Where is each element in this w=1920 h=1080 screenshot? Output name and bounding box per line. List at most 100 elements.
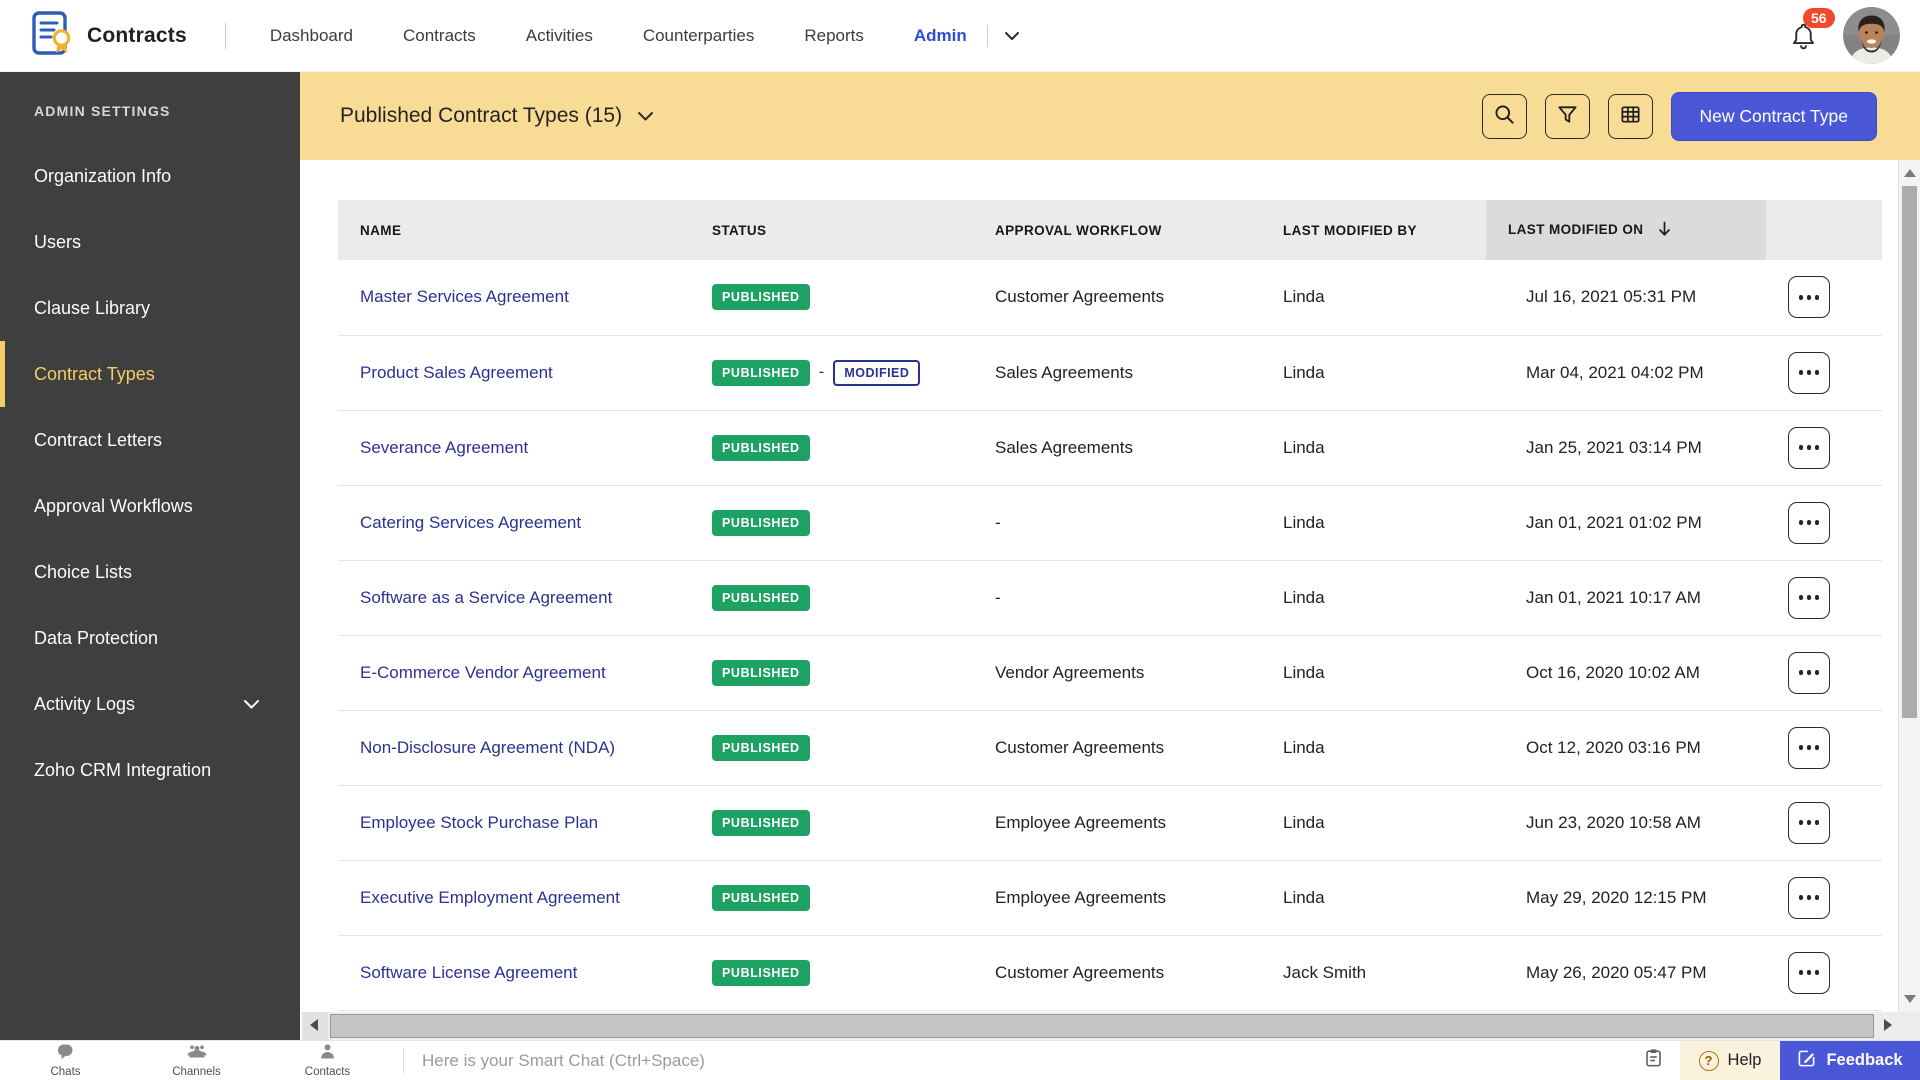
row-actions-button[interactable] — [1788, 501, 1830, 544]
column-header-status[interactable]: STATUS — [690, 200, 973, 260]
contract-type-link[interactable]: Severance Agreement — [360, 437, 529, 457]
row-actions-button[interactable] — [1788, 651, 1830, 694]
row-actions-button[interactable] — [1788, 276, 1830, 319]
contract-type-link[interactable]: Master Services Agreement — [360, 287, 569, 307]
admin-chevron-down-icon[interactable] — [1004, 31, 1020, 41]
row-actions-button[interactable] — [1788, 426, 1830, 469]
sidebar-item-data-protection[interactable]: Data Protection — [34, 627, 159, 648]
view-selector[interactable]: Published Contract Types (15) — [340, 104, 654, 128]
chat-bubble-icon — [56, 1043, 75, 1065]
scroll-right-button[interactable] — [1876, 1012, 1900, 1040]
nav-item-counterparties[interactable]: Counterparties — [642, 25, 755, 45]
contract-type-link[interactable]: Software License Agreement — [360, 962, 578, 982]
contract-type-link[interactable]: Software as a Service Agreement — [360, 587, 613, 607]
top-nav: Dashboard Contracts Activities Counterparti… — [270, 26, 967, 46]
column-header-approval-workflow[interactable]: APPROVAL WORKFLOW — [973, 200, 1261, 260]
column-header-last-modified-by[interactable]: LAST MODIFIED BY — [1261, 200, 1486, 260]
approval-workflow-cell: Employee Agreements — [973, 785, 1261, 861]
sidebar-item-contract-types[interactable]: Contract Types — [0, 341, 300, 407]
chats-button[interactable]: Chats — [0, 1041, 131, 1080]
contract-types-table: NAME STATUS APPROVAL WORKFLOW LAST MODIF… — [338, 200, 1882, 1011]
sidebar-item-organization-info[interactable]: Organization Info — [34, 165, 172, 186]
scroll-left-arrow-icon — [310, 1019, 318, 1031]
clipboard-button[interactable] — [1626, 1041, 1680, 1080]
contract-type-link[interactable]: Catering Services Agreement — [360, 512, 582, 532]
modified-chip: MODIFIED — [833, 359, 921, 386]
row-actions-button[interactable] — [1788, 876, 1830, 919]
scroll-left-button[interactable] — [302, 1012, 328, 1040]
approval-workflow-cell: Sales Agreements — [973, 335, 1261, 411]
contacts-button[interactable]: Contacts — [262, 1041, 393, 1080]
topbar: Contracts Dashboard Contracts Activities Co… — [0, 0, 1920, 72]
feedback-pen-icon — [1797, 1049, 1816, 1073]
admin-sidebar: ADMIN SETTINGS Organization Info Users C… — [0, 72, 300, 1040]
contract-type-link[interactable]: Product Sales Agreement — [360, 362, 553, 382]
scroll-down-arrow-icon[interactable] — [1904, 995, 1916, 1003]
page-title: Published Contract Types (15) — [340, 104, 623, 127]
sidebar-item-clause-library[interactable]: Clause Library — [34, 297, 151, 318]
row-actions-button[interactable] — [1788, 801, 1830, 844]
nav-item-admin[interactable]: Admin — [913, 25, 967, 45]
last-modified-by-cell: Linda — [1261, 410, 1486, 486]
column-header-name[interactable]: NAME — [338, 200, 690, 260]
approval-workflow-cell: Customer Agreements — [973, 710, 1261, 786]
sidebar-item-activity-logs[interactable]: Activity Logs — [0, 671, 300, 737]
contract-type-link[interactable]: Non-Disclosure Agreement (NDA) — [360, 737, 616, 757]
horizontal-scrollbar[interactable] — [302, 1012, 1920, 1040]
last-modified-on-cell: Jan 01, 2021 10:17 AM — [1486, 560, 1766, 636]
smart-chat-input[interactable]: Here is your Smart Chat (Ctrl+Space) — [422, 1050, 705, 1070]
contract-type-link[interactable]: Employee Stock Purchase Plan — [360, 812, 599, 832]
notifications-button[interactable]: 56 — [1790, 7, 1835, 56]
scroll-right-arrow-icon — [1884, 1019, 1892, 1031]
scroll-up-arrow-icon[interactable] — [1904, 169, 1916, 177]
approval-workflow-cell: Customer Agreements — [973, 260, 1261, 336]
status-badge: PUBLISHED — [712, 659, 810, 686]
feedback-button[interactable]: Feedback — [1780, 1041, 1920, 1080]
last-modified-by-cell: Linda — [1261, 785, 1486, 861]
column-header-last-modified-on[interactable]: LAST MODIFIED ON — [1486, 200, 1766, 260]
status-badge: PUBLISHED — [712, 959, 810, 986]
table-row: E-Commerce Vendor Agreement PUBLISHED Ve… — [338, 635, 1882, 711]
sidebar-item-users[interactable]: Users — [34, 231, 82, 252]
sidebar-item-zoho-crm-integration[interactable]: Zoho CRM Integration — [34, 759, 212, 780]
help-button[interactable]: ? Help — [1680, 1041, 1780, 1080]
sidebar-item-contract-letters[interactable]: Contract Letters — [34, 429, 163, 450]
row-actions-button[interactable] — [1788, 351, 1830, 394]
horizontal-scrollbar-thumb[interactable] — [330, 1014, 1874, 1038]
nav-item-contracts[interactable]: Contracts — [403, 25, 476, 45]
contract-type-link[interactable]: E-Commerce Vendor Agreement — [360, 662, 606, 682]
people-group-icon — [187, 1043, 207, 1065]
sort-desc-icon — [1658, 221, 1671, 240]
nav-item-reports[interactable]: Reports — [804, 25, 864, 45]
last-modified-on-cell: Jan 01, 2021 01:02 PM — [1486, 485, 1766, 561]
contract-type-link[interactable]: Executive Employment Agreement — [360, 887, 620, 907]
sidebar-item-choice-lists[interactable]: Choice Lists — [34, 561, 133, 582]
toolbar: New Contract Type — [1481, 91, 1877, 141]
status-badge: PUBLISHED — [712, 734, 810, 761]
sidebar-items: Organization Info Users Clause Library C… — [0, 143, 300, 803]
table-view-button[interactable] — [1607, 93, 1653, 139]
user-avatar[interactable] — [1843, 7, 1900, 64]
person-icon — [319, 1043, 336, 1065]
row-actions-button[interactable] — [1788, 951, 1830, 994]
last-modified-by-cell: Linda — [1261, 335, 1486, 411]
last-modified-by-cell: Jack Smith — [1261, 935, 1486, 1011]
filter-button[interactable] — [1544, 93, 1590, 139]
vertical-scrollbar-thumb[interactable] — [1902, 186, 1917, 718]
row-actions-button[interactable] — [1788, 726, 1830, 769]
main-content: Published Contract Types (15) Ne — [300, 72, 1920, 1040]
channels-button[interactable]: Channels — [131, 1041, 262, 1080]
search-button[interactable] — [1481, 93, 1527, 139]
row-actions-button[interactable] — [1788, 576, 1830, 619]
new-contract-type-button[interactable]: New Contract Type — [1670, 91, 1877, 141]
table-row: Software License Agreement PUBLISHED Cus… — [338, 935, 1882, 1011]
nav-item-dashboard[interactable]: Dashboard — [269, 25, 353, 45]
table-row: Catering Services Agreement PUBLISHED - … — [338, 485, 1882, 561]
chatbar-right: ? Help Feedback — [1626, 1041, 1920, 1080]
nav-item-activities[interactable]: Activities — [525, 25, 593, 45]
vertical-scrollbar[interactable] — [1898, 160, 1920, 1012]
app-logo[interactable]: Contracts — [30, 9, 187, 62]
column-header-actions — [1766, 200, 1882, 260]
last-modified-on-cell: Jun 23, 2020 10:58 AM — [1486, 785, 1766, 861]
sidebar-item-approval-workflows[interactable]: Approval Workflows — [34, 495, 193, 516]
